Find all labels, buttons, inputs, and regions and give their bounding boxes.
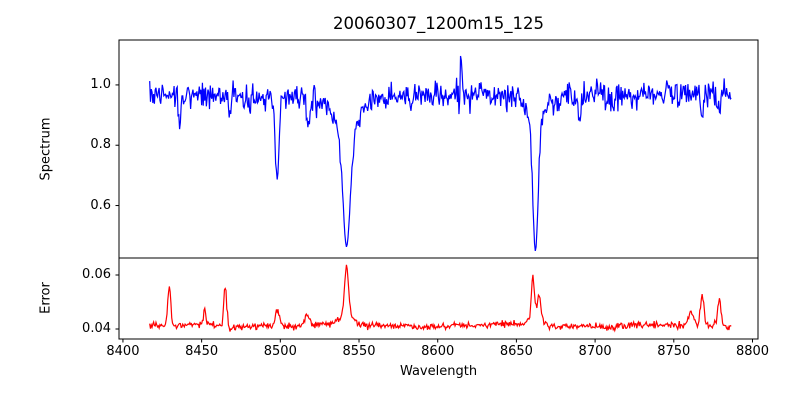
- spectrum-y-tick-label: 0.6: [90, 197, 111, 213]
- axis-tick-marks: [115, 84, 753, 343]
- error-line: [149, 264, 732, 333]
- spectrum-y-tick-label: 1.0: [90, 76, 111, 92]
- error-y-tick-label: 0.04: [82, 321, 111, 336]
- x-tick-label: 8700: [578, 344, 612, 359]
- spectrum-plot-frame: [118, 39, 759, 259]
- error-plot-frame: [118, 257, 759, 340]
- x-tick-label: 8750: [657, 344, 691, 359]
- spectrum-y-tick-label: 0.8: [90, 137, 111, 153]
- x-tick-label: 8650: [499, 344, 533, 359]
- x-tick-label: 8600: [421, 344, 455, 359]
- x-tick-label: 8550: [342, 344, 376, 359]
- x-tick-label: 8400: [106, 344, 140, 359]
- error-y-tick-label: 0.06: [82, 267, 111, 282]
- wavelength-x-axis-label: Wavelength: [399, 364, 478, 379]
- chart-title: 20060307_1200m15_125: [332, 14, 545, 33]
- x-tick-label: 8500: [263, 344, 297, 359]
- x-tick-label: 8450: [185, 344, 219, 359]
- spectrum-line: [149, 55, 732, 252]
- x-tick-label: 8800: [735, 344, 770, 359]
